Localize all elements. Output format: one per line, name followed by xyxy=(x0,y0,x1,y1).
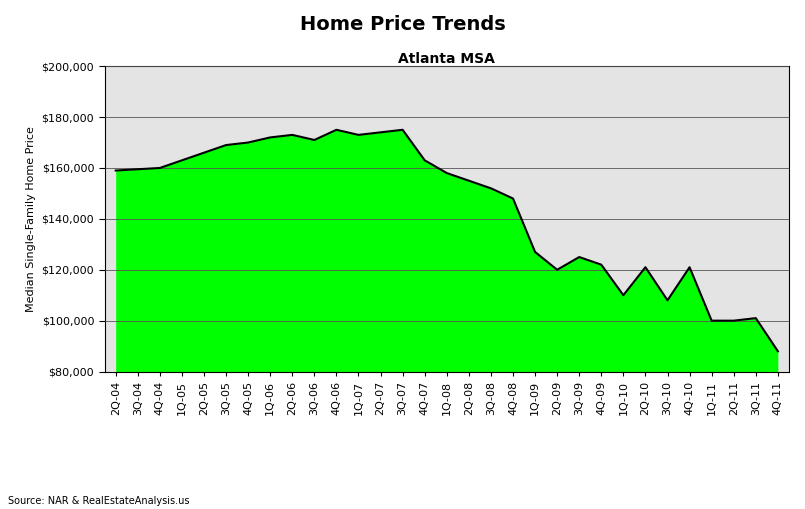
FancyBboxPatch shape xyxy=(105,66,789,372)
Title: Atlanta MSA: Atlanta MSA xyxy=(398,52,495,66)
Text: Source: NAR & RealEstateAnalysis.us: Source: NAR & RealEstateAnalysis.us xyxy=(8,496,189,506)
Text: Home Price Trends: Home Price Trends xyxy=(299,15,506,34)
Y-axis label: Median Single-Family Home Price: Median Single-Family Home Price xyxy=(26,126,36,312)
